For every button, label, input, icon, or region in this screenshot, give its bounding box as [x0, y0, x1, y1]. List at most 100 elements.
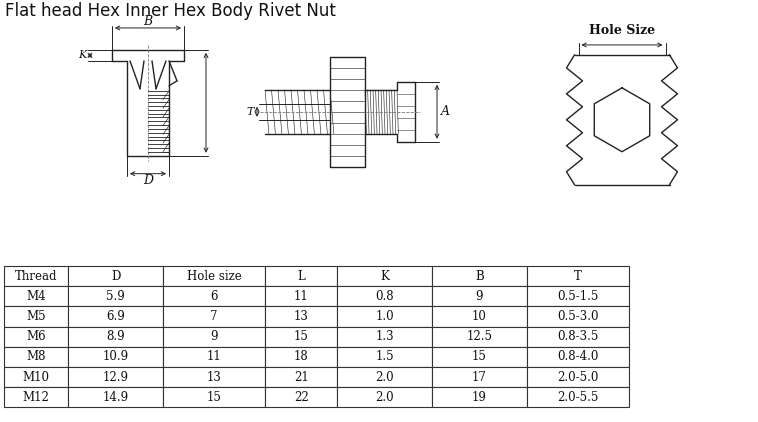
- Text: T: T: [574, 270, 582, 283]
- Text: 21: 21: [294, 371, 309, 384]
- Bar: [163, 266, 265, 286]
- Bar: [4, 367, 68, 387]
- Text: 10.9: 10.9: [102, 350, 129, 363]
- Bar: [337, 347, 432, 367]
- Text: 19: 19: [472, 391, 487, 404]
- Text: D: D: [111, 270, 121, 283]
- Bar: [4, 387, 68, 407]
- Bar: [265, 327, 337, 347]
- Text: 12.9: 12.9: [102, 371, 129, 384]
- Bar: [527, 266, 629, 286]
- Text: B: B: [143, 16, 152, 28]
- Text: 13: 13: [207, 371, 221, 384]
- Text: 2.0-5.5: 2.0-5.5: [557, 391, 599, 404]
- Text: M10: M10: [23, 371, 49, 384]
- Bar: [68, 347, 163, 367]
- Text: 12.5: 12.5: [466, 330, 493, 343]
- Text: 7: 7: [211, 310, 218, 323]
- Text: K: K: [78, 50, 86, 60]
- Bar: [527, 306, 629, 327]
- Text: 15: 15: [207, 391, 221, 404]
- Text: K: K: [381, 270, 389, 283]
- Text: 22: 22: [294, 391, 309, 404]
- Text: L: L: [297, 270, 305, 283]
- Bar: [163, 387, 265, 407]
- Bar: [527, 347, 629, 367]
- Text: M12: M12: [23, 391, 49, 404]
- Bar: [527, 327, 629, 347]
- Bar: [163, 327, 265, 347]
- Text: A: A: [440, 106, 449, 118]
- Text: 2.0: 2.0: [375, 391, 394, 404]
- Bar: [337, 286, 432, 306]
- Bar: [68, 327, 163, 347]
- Bar: [4, 266, 68, 286]
- Bar: [432, 306, 527, 327]
- Bar: [68, 387, 163, 407]
- Bar: [265, 367, 337, 387]
- Bar: [163, 347, 265, 367]
- Bar: [337, 327, 432, 347]
- Bar: [432, 367, 527, 387]
- Text: 2.0: 2.0: [375, 371, 394, 384]
- Text: M5: M5: [27, 310, 45, 323]
- Bar: [4, 347, 68, 367]
- Text: B: B: [475, 270, 484, 283]
- Text: 1.0: 1.0: [375, 310, 394, 323]
- Text: 11: 11: [207, 350, 221, 363]
- Text: M4: M4: [27, 290, 45, 303]
- Bar: [265, 266, 337, 286]
- Text: 0.5-3.0: 0.5-3.0: [557, 310, 599, 323]
- Text: M8: M8: [27, 350, 45, 363]
- Bar: [68, 266, 163, 286]
- Text: 18: 18: [294, 350, 309, 363]
- Text: 17: 17: [472, 371, 487, 384]
- Bar: [4, 306, 68, 327]
- Bar: [432, 347, 527, 367]
- Text: D: D: [143, 174, 153, 187]
- Text: 15: 15: [294, 330, 309, 343]
- Bar: [265, 286, 337, 306]
- Bar: [68, 306, 163, 327]
- Text: T: T: [246, 107, 254, 117]
- Text: 0.8-3.5: 0.8-3.5: [557, 330, 599, 343]
- Bar: [4, 327, 68, 347]
- Bar: [527, 286, 629, 306]
- Text: 14.9: 14.9: [102, 391, 129, 404]
- Text: 11: 11: [294, 290, 309, 303]
- Text: 0.8-4.0: 0.8-4.0: [557, 350, 599, 363]
- Bar: [265, 306, 337, 327]
- Bar: [163, 286, 265, 306]
- Bar: [68, 286, 163, 306]
- Text: Flat head Hex Inner Hex Body Rivet Nut: Flat head Hex Inner Hex Body Rivet Nut: [5, 2, 336, 20]
- Bar: [527, 387, 629, 407]
- Text: Hole size: Hole size: [186, 270, 242, 283]
- Bar: [432, 387, 527, 407]
- Bar: [163, 367, 265, 387]
- Text: 13: 13: [294, 310, 309, 323]
- Text: 6: 6: [211, 290, 218, 303]
- Bar: [337, 266, 432, 286]
- Text: 1.3: 1.3: [375, 330, 394, 343]
- Bar: [337, 387, 432, 407]
- Bar: [527, 367, 629, 387]
- Bar: [265, 387, 337, 407]
- Bar: [432, 266, 527, 286]
- Bar: [163, 306, 265, 327]
- Text: 10: 10: [472, 310, 487, 323]
- Bar: [337, 367, 432, 387]
- Bar: [68, 367, 163, 387]
- Text: 5.9: 5.9: [106, 290, 125, 303]
- Bar: [432, 286, 527, 306]
- Text: 1.5: 1.5: [375, 350, 394, 363]
- Text: 8.9: 8.9: [106, 330, 125, 343]
- Text: Hole Size: Hole Size: [589, 24, 655, 38]
- Text: 9: 9: [211, 330, 218, 343]
- Text: 0.8: 0.8: [375, 290, 394, 303]
- Bar: [265, 347, 337, 367]
- Bar: [4, 286, 68, 306]
- Text: 15: 15: [472, 350, 487, 363]
- Bar: [432, 327, 527, 347]
- Text: 0.5-1.5: 0.5-1.5: [557, 290, 599, 303]
- Text: Thread: Thread: [14, 270, 58, 283]
